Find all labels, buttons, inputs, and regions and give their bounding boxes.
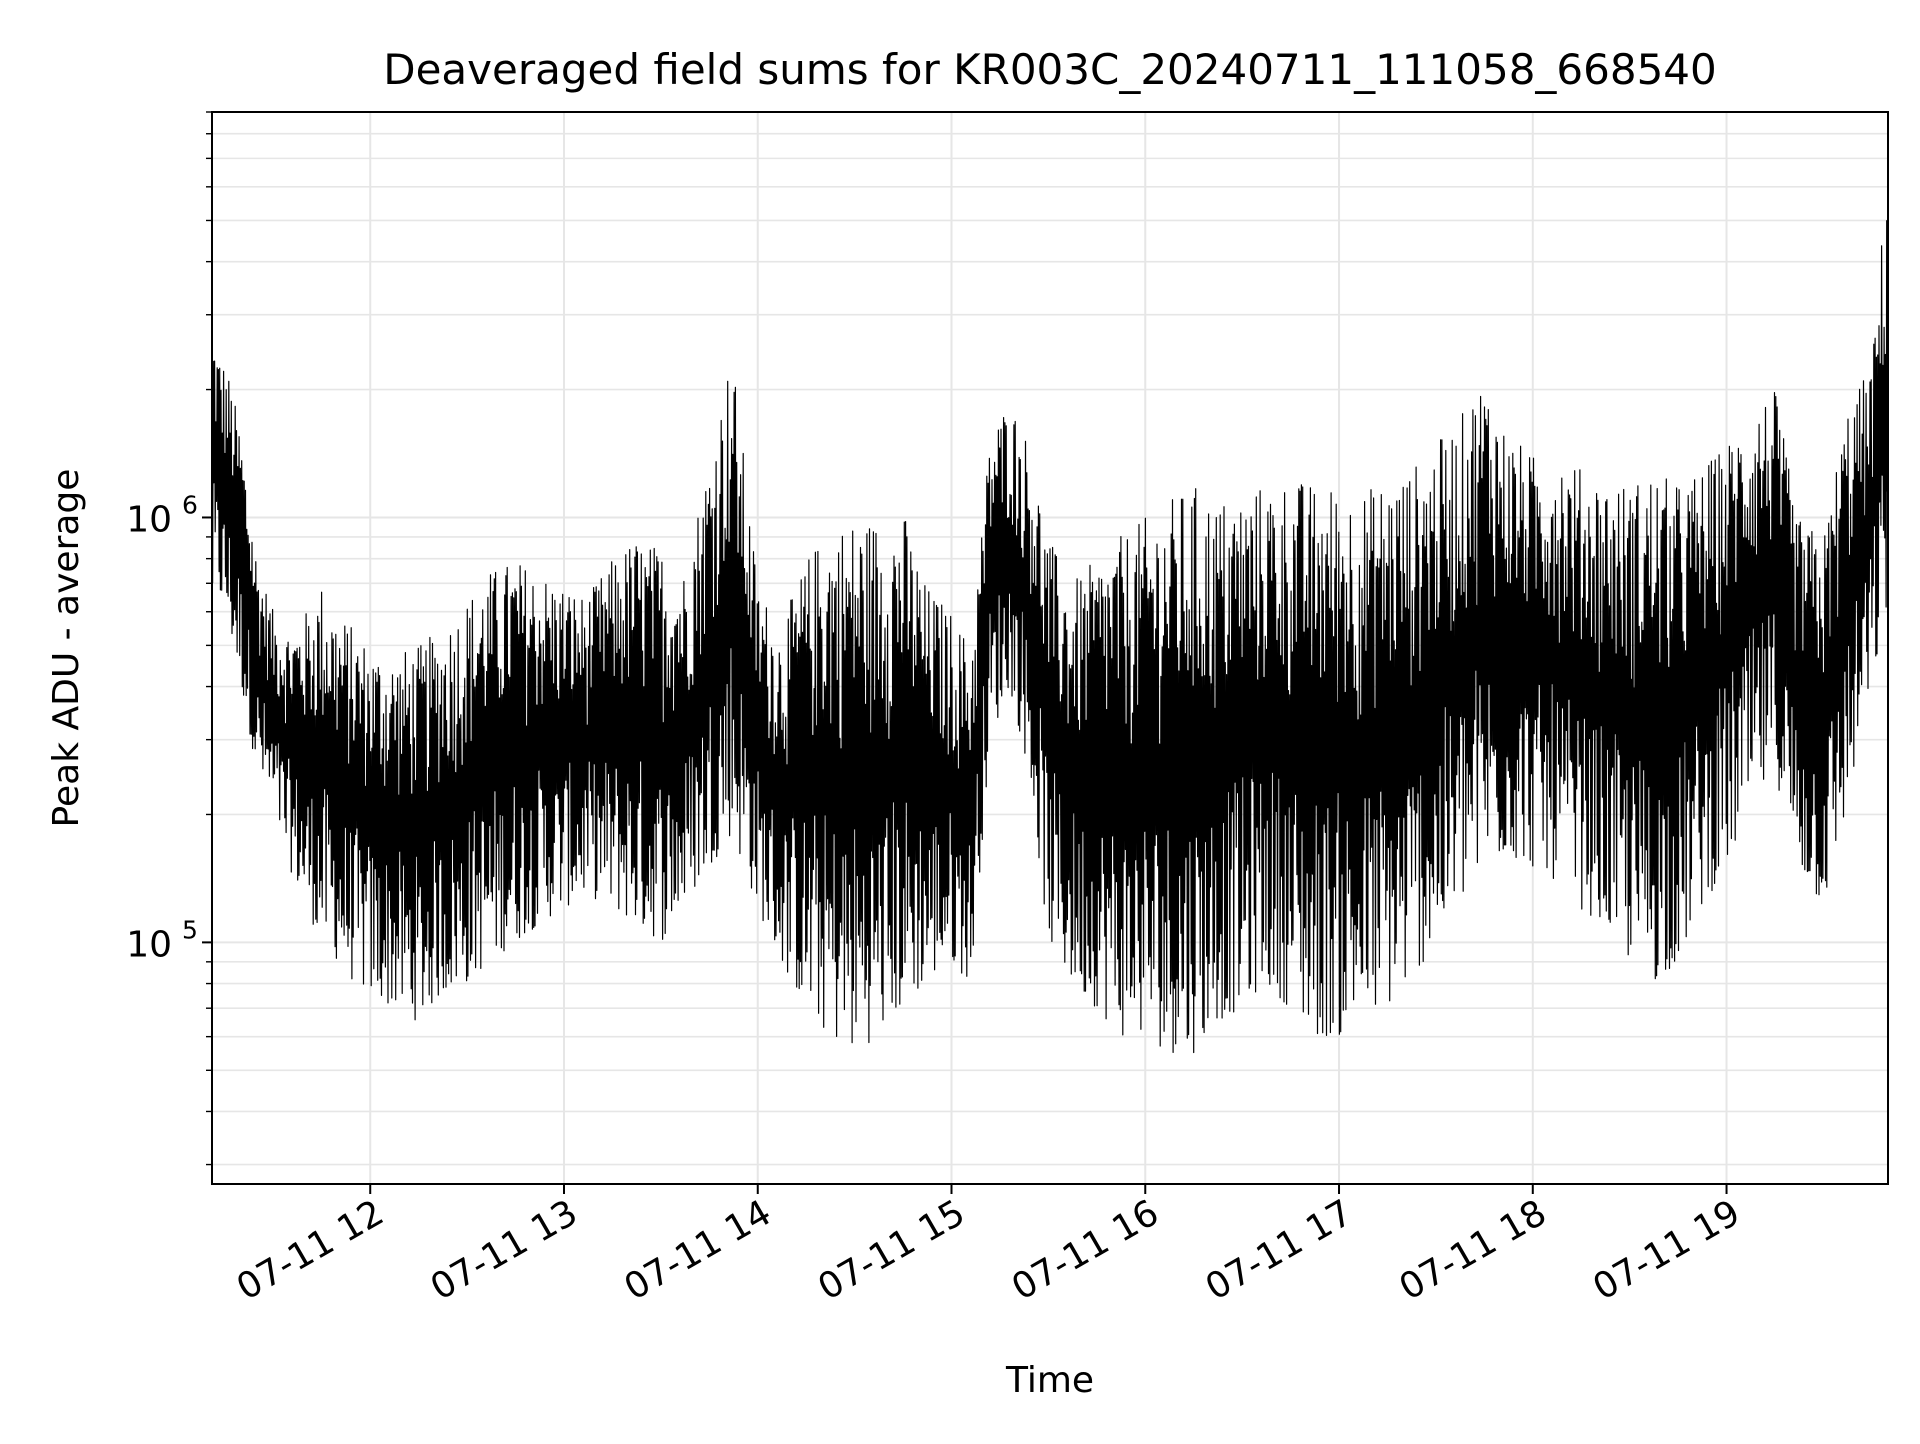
y-tick-exponent: 6 (182, 490, 198, 519)
y-tick-label: 10 (126, 924, 172, 965)
y-tick-exponent: 5 (182, 915, 198, 944)
x-tick-label: 07-11 13 (424, 1192, 585, 1308)
axes-frame (211, 111, 1889, 1185)
x-tick-label: 07-11 18 (1393, 1192, 1554, 1308)
x-axis-label: Time (1005, 1360, 1094, 1401)
x-tick-label: 07-11 17 (1199, 1192, 1360, 1308)
series-line (211, 220, 1889, 1054)
x-tick-label: 07-11 14 (618, 1192, 779, 1308)
y-axis-label: Peak ADU - average (46, 469, 87, 828)
chart-title: Deaveraged field sums for KR003C_2024071… (383, 45, 1717, 94)
y-tick-label: 10 (126, 499, 172, 540)
x-tick-label: 07-11 19 (1586, 1192, 1747, 1308)
x-tick-label: 07-11 12 (230, 1192, 391, 1308)
x-tick-label: 07-11 16 (1005, 1192, 1166, 1308)
plot-area (211, 220, 1889, 1054)
x-tick-label: 07-11 15 (811, 1192, 972, 1308)
